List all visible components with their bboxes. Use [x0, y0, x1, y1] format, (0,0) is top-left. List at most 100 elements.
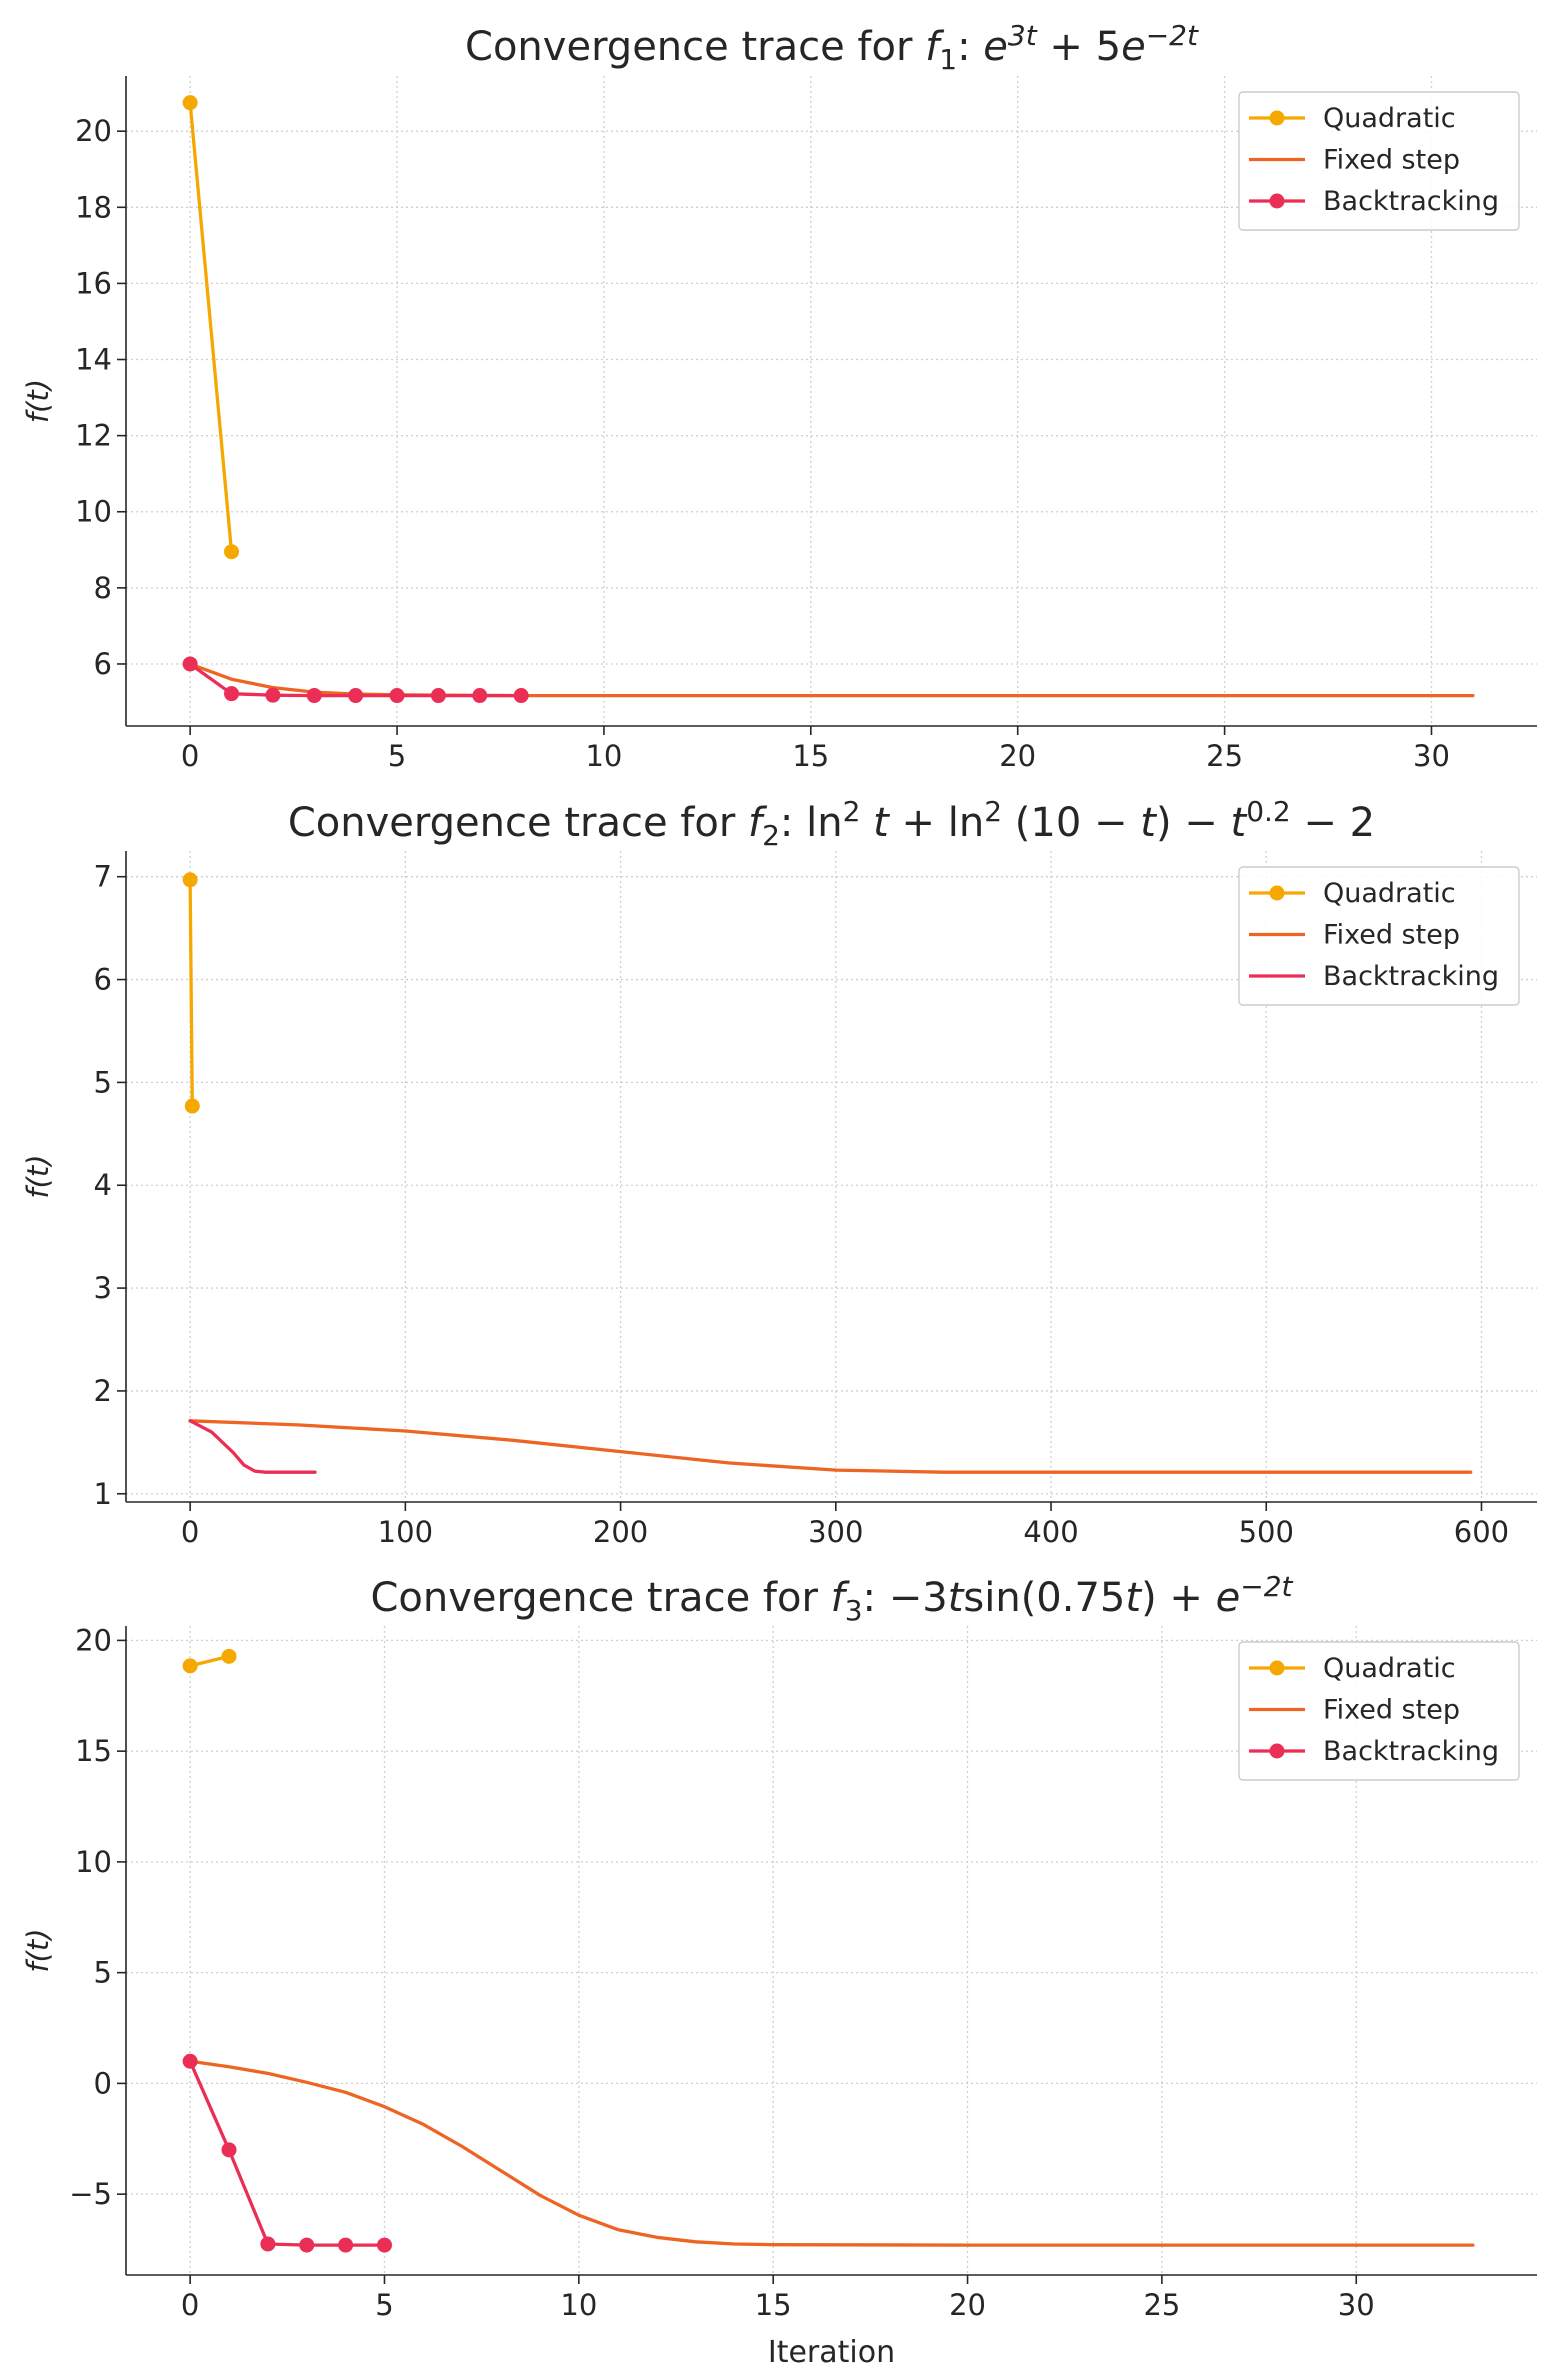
- legend-item: Fixed step: [1249, 145, 1460, 176]
- x-tick-label: 25: [1206, 739, 1243, 773]
- y-tick-label: 16: [75, 266, 112, 300]
- chart-title: Convergence trace for f2: ln2​ t + ln2​ …: [288, 795, 1375, 852]
- chart-panel-1: 0 5 10 15 20 25 30 6 8 10 12 14 16 18 20 f(t) Convergenc…: [21, 19, 1537, 773]
- y-tick-label: 14: [75, 343, 112, 377]
- data-point: [224, 544, 240, 560]
- data-point: [182, 1658, 198, 1674]
- y-tick-label: 2: [94, 1374, 112, 1408]
- legend-label: Quadratic: [1323, 103, 1456, 134]
- data-point: [224, 686, 240, 702]
- series-fixed-step: [188, 2059, 1475, 2247]
- legend-marker: [1269, 1660, 1285, 1676]
- x-tick-label: 0: [181, 739, 199, 773]
- y-tick-label: 10: [75, 1845, 112, 1879]
- y-tick-label: 6: [94, 963, 112, 997]
- y-tick-label: 12: [75, 419, 112, 453]
- x-tick-label: 15: [755, 2288, 792, 2322]
- data-point: [221, 1648, 237, 1664]
- data-point: [182, 872, 198, 888]
- y-tick-label: 6: [94, 647, 112, 681]
- series-backtracking: [188, 1419, 317, 1474]
- y-tick-label: 18: [75, 190, 112, 224]
- legend-label: Quadratic: [1323, 1653, 1456, 1684]
- legend-label: Fixed step: [1323, 1695, 1460, 1726]
- y-tick-label: 8: [94, 571, 112, 605]
- x-tick-label: 20: [949, 2288, 986, 2322]
- data-point: [221, 2142, 237, 2158]
- series-fixed-step: [188, 1419, 1473, 1474]
- data-point: [306, 688, 322, 704]
- y-tick-label: −5: [69, 2177, 112, 2211]
- y-tick-label: 4: [94, 1168, 112, 1202]
- data-point: [265, 687, 281, 703]
- x-tick-label: 300: [808, 1515, 863, 1549]
- legend-label: Backtracking: [1323, 961, 1499, 992]
- data-point: [513, 688, 529, 704]
- x-tick-label: 30: [1413, 739, 1450, 773]
- data-point: [182, 656, 198, 672]
- legend-item: Fixed step: [1249, 1695, 1460, 1726]
- y-tick-label: 15: [75, 1734, 112, 1768]
- legend-item: Fixed step: [1249, 920, 1460, 951]
- legend-marker: [1269, 1743, 1285, 1759]
- y-axis-label: f(t): [21, 1928, 55, 1972]
- x-tick-label: 5: [375, 2288, 393, 2322]
- legend-marker: [1269, 110, 1285, 126]
- legend-item: Backtracking: [1249, 961, 1499, 992]
- series-line: [188, 1419, 1473, 1474]
- legend: Quadratic Fixed step Backtracking: [1238, 1641, 1520, 1781]
- y-tick-label: 5: [94, 1956, 112, 1990]
- y-axis-label: f(t): [21, 379, 55, 423]
- legend-item: Quadratic: [1249, 103, 1456, 134]
- x-tick-label: 600: [1454, 1515, 1509, 1549]
- y-tick-label: 0: [94, 2066, 112, 2100]
- x-tick-label: 30: [1338, 2288, 1375, 2322]
- series-line: [188, 878, 194, 1108]
- series-fixed-step: [188, 662, 1475, 698]
- x-tick-label: 500: [1239, 1515, 1294, 1549]
- legend-label: Backtracking: [1323, 186, 1499, 217]
- series-line: [188, 1419, 317, 1474]
- data-point: [472, 688, 488, 704]
- data-point: [348, 688, 364, 704]
- x-tick-label: 20: [999, 739, 1036, 773]
- series-line: [188, 2059, 1475, 2247]
- legend-item: Backtracking: [1249, 186, 1499, 217]
- series-quadratic: [182, 95, 240, 560]
- legend-label: Fixed step: [1323, 920, 1460, 951]
- data-point: [430, 688, 446, 704]
- chart-title: Convergence trace for f3: −3tsin(0.75t) …: [370, 1570, 1293, 1627]
- legend-item: Backtracking: [1249, 1736, 1499, 1767]
- series-line: [188, 100, 234, 554]
- series-quadratic: [182, 872, 200, 1114]
- data-point: [182, 2053, 198, 2069]
- x-tick-label: 200: [593, 1515, 648, 1549]
- y-tick-label: 1: [94, 1477, 112, 1511]
- y-tick-label: 20: [75, 114, 112, 148]
- legend-box: [1238, 1641, 1520, 1781]
- chart-panel-3: 0 5 10 15 20 25 30 −5 0 5 10 15 20 f(t) Iteration Conve…: [21, 1570, 1537, 2370]
- data-point: [184, 1098, 200, 1114]
- x-tick-label: 10: [560, 2288, 597, 2322]
- data-point: [338, 2237, 354, 2253]
- legend-item: Quadratic: [1249, 878, 1456, 909]
- data-point: [389, 688, 405, 704]
- x-tick-label: 0: [181, 2288, 199, 2322]
- x-tick-label: 10: [585, 739, 622, 773]
- series-backtracking: [182, 2053, 392, 2253]
- data-point: [376, 2237, 392, 2253]
- legend-label: Fixed step: [1323, 145, 1460, 176]
- legend-item: Quadratic: [1249, 1653, 1456, 1684]
- x-tick-label: 5: [388, 739, 406, 773]
- legend: Quadratic Fixed step Backtracking: [1238, 866, 1520, 1006]
- legend-label: Quadratic: [1323, 878, 1456, 909]
- data-point: [260, 2236, 276, 2252]
- series-quadratic: [182, 1648, 237, 1674]
- legend-box: [1238, 91, 1520, 231]
- x-tick-label: 15: [792, 739, 829, 773]
- legend-box: [1238, 866, 1520, 1006]
- x-axis-label: Iteration: [768, 2335, 895, 2370]
- series-line: [188, 662, 1475, 698]
- x-tick-label: 400: [1023, 1515, 1078, 1549]
